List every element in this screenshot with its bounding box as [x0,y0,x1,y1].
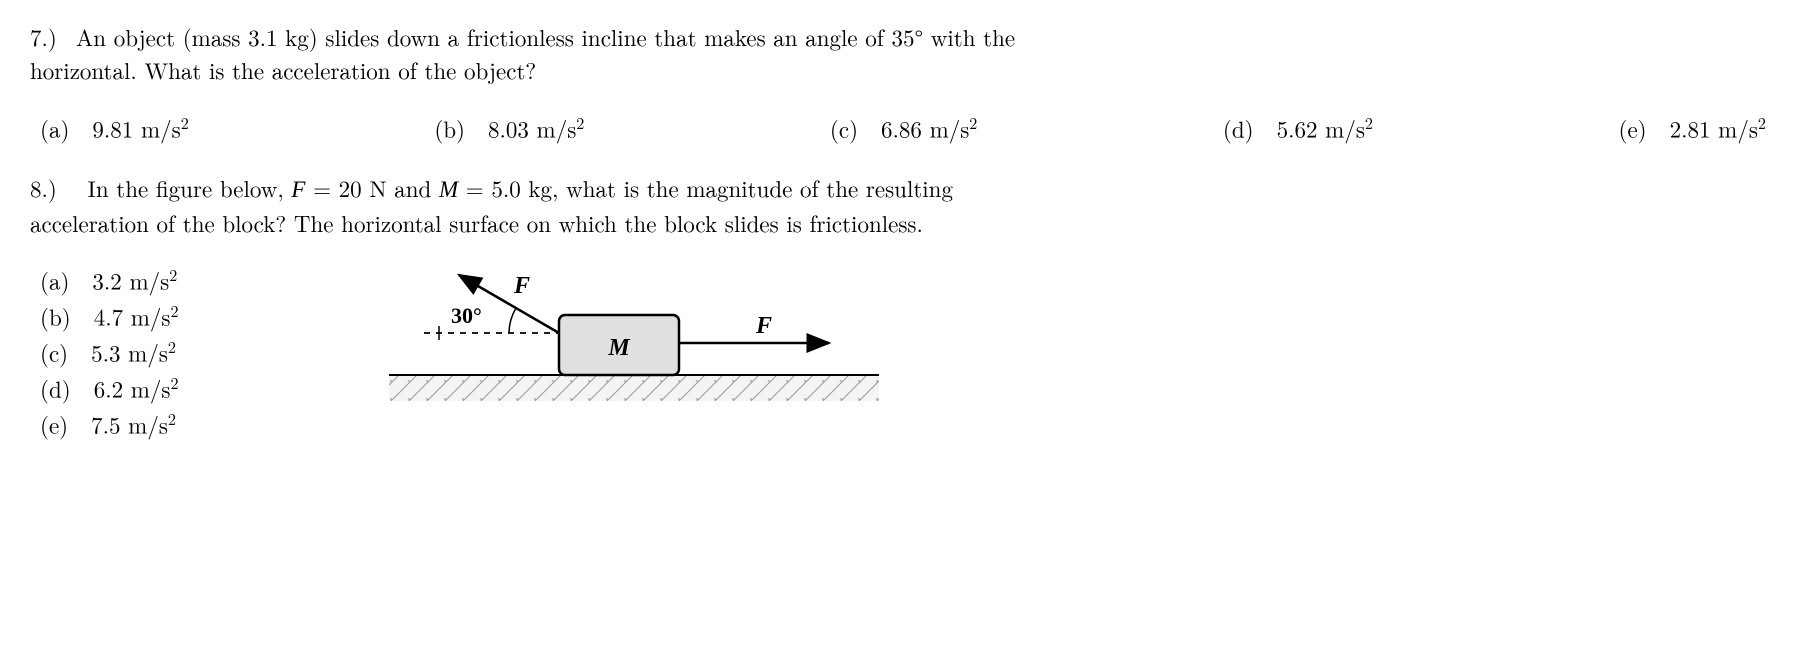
q7-number: 7.) [30,20,57,53]
q8-opt-b: (b) 4.7 m/s2 [40,299,179,333]
q8-diagram: M F 30° F [349,263,909,433]
problem-8: 8.) In the figure below, F = 20 N and M … [30,171,1776,240]
q8-opt-e: (e) 7.5 m/s2 [40,407,179,441]
ground-hatch [389,375,879,401]
force-diagram-svg: M F 30° F [349,263,909,433]
q7-line2: horizontal. What is the acceleration of … [30,53,536,86]
q7-opt-d: (d) 5.62 m/s2 [1223,111,1373,145]
block-label: M [607,335,631,361]
q7-line1: An object (mass 3.1 kg) slides down a fr… [76,20,1015,53]
angle-arc [509,308,516,333]
q8-options: (a) 3.2 m/s2 (b) 4.7 m/s2 (c) 5.3 m/s2 (… [30,263,179,441]
q8-F: F [291,177,305,202]
force-right-label: F [755,313,772,339]
q8-line2: acceleration of the block? The horizonta… [30,206,923,239]
q7-options: (a) 9.81 m/s2 (b) 8.03 m/s2 (c) 6.86 m/s… [30,111,1776,145]
problem-7: 7.) An object (mass 3.1 kg) slides down … [30,20,1776,87]
q7-opt-c: (c) 6.86 m/s2 [830,111,977,145]
q7-opt-a: (a) 9.81 m/s2 [40,111,189,145]
q7-opt-e: (e) 2.81 m/s2 [1619,111,1766,145]
q8-M: M [439,177,458,202]
q8-t1c: = 5.0 kg, what is the magnitude of the r… [458,171,953,204]
q8-opt-c: (c) 5.3 m/s2 [40,335,179,369]
q8-opt-d: (d) 6.2 m/s2 [40,371,179,405]
q8-t1b: = 20 N and [305,171,439,204]
q8-opt-a: (a) 3.2 m/s2 [40,263,179,297]
q7-opt-b: (b) 8.03 m/s2 [434,111,584,145]
q8-number: 8.) [30,171,57,204]
q8-t1a: In the figure below, [88,171,292,204]
q8-body: (a) 3.2 m/s2 (b) 4.7 m/s2 (c) 5.3 m/s2 (… [30,263,1776,441]
force-angled-label: F [513,273,530,299]
angle-label: 30° [451,303,482,328]
